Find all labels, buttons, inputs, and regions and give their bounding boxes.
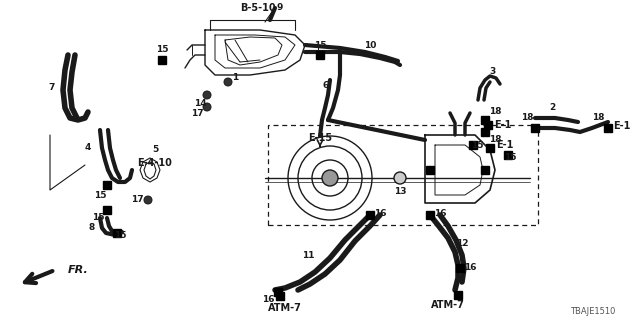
Text: 8: 8 — [89, 223, 95, 233]
Text: ATM-7: ATM-7 — [431, 300, 465, 310]
Polygon shape — [103, 181, 111, 189]
Text: 16: 16 — [434, 209, 446, 218]
Bar — [268, 125, 538, 225]
Polygon shape — [531, 124, 539, 132]
Text: 9: 9 — [277, 4, 283, 12]
Text: E-1: E-1 — [496, 140, 514, 150]
Polygon shape — [504, 151, 512, 159]
Circle shape — [203, 91, 211, 99]
Polygon shape — [481, 116, 489, 124]
Text: 5: 5 — [152, 146, 158, 155]
Polygon shape — [426, 211, 434, 219]
Text: 3: 3 — [489, 68, 495, 76]
Text: E-1: E-1 — [494, 120, 512, 130]
Text: 16: 16 — [374, 209, 387, 218]
Polygon shape — [316, 51, 324, 59]
Polygon shape — [276, 292, 284, 300]
Text: 17: 17 — [191, 109, 204, 118]
Polygon shape — [103, 206, 111, 214]
Polygon shape — [486, 144, 494, 152]
Text: 18: 18 — [489, 135, 501, 145]
Text: 15: 15 — [156, 45, 168, 54]
Text: E-1: E-1 — [613, 121, 630, 131]
Text: 10: 10 — [364, 41, 376, 50]
Text: E-15: E-15 — [308, 133, 332, 143]
Text: 7: 7 — [49, 84, 55, 92]
Polygon shape — [274, 288, 282, 296]
Text: 11: 11 — [301, 252, 314, 260]
Circle shape — [144, 196, 152, 204]
Text: 17: 17 — [131, 196, 143, 204]
Polygon shape — [426, 166, 434, 174]
Circle shape — [224, 78, 232, 86]
Text: ATM-7: ATM-7 — [268, 303, 302, 313]
Polygon shape — [604, 124, 612, 132]
Text: 15: 15 — [504, 154, 516, 163]
Text: 16: 16 — [262, 295, 275, 305]
Text: 12: 12 — [456, 239, 468, 249]
Polygon shape — [484, 121, 492, 129]
Text: 15: 15 — [314, 42, 326, 51]
Circle shape — [394, 172, 406, 184]
Text: 1: 1 — [232, 74, 238, 83]
Text: E-4-10: E-4-10 — [138, 158, 172, 168]
Text: 4: 4 — [85, 143, 91, 153]
Text: 2: 2 — [549, 103, 555, 113]
Text: TBAJE1510: TBAJE1510 — [570, 308, 615, 316]
Text: 18: 18 — [521, 114, 533, 123]
Polygon shape — [456, 264, 464, 272]
Text: 15: 15 — [93, 190, 106, 199]
Text: 16: 16 — [464, 263, 476, 273]
Polygon shape — [481, 166, 489, 174]
Text: 14: 14 — [194, 100, 206, 108]
Polygon shape — [469, 141, 477, 149]
Circle shape — [203, 103, 211, 111]
Text: 6: 6 — [323, 81, 329, 90]
Polygon shape — [366, 211, 374, 219]
Polygon shape — [113, 229, 121, 237]
Circle shape — [322, 170, 338, 186]
Text: 15: 15 — [92, 213, 104, 222]
Text: FR.: FR. — [68, 265, 89, 275]
Text: 18: 18 — [489, 108, 501, 116]
Text: 15: 15 — [114, 230, 126, 239]
Polygon shape — [454, 291, 462, 299]
Polygon shape — [481, 128, 489, 136]
Text: 13: 13 — [394, 188, 406, 196]
Text: 18: 18 — [592, 114, 604, 123]
Text: 15: 15 — [471, 140, 483, 149]
Text: B-5-10: B-5-10 — [240, 3, 276, 13]
Polygon shape — [158, 56, 166, 64]
